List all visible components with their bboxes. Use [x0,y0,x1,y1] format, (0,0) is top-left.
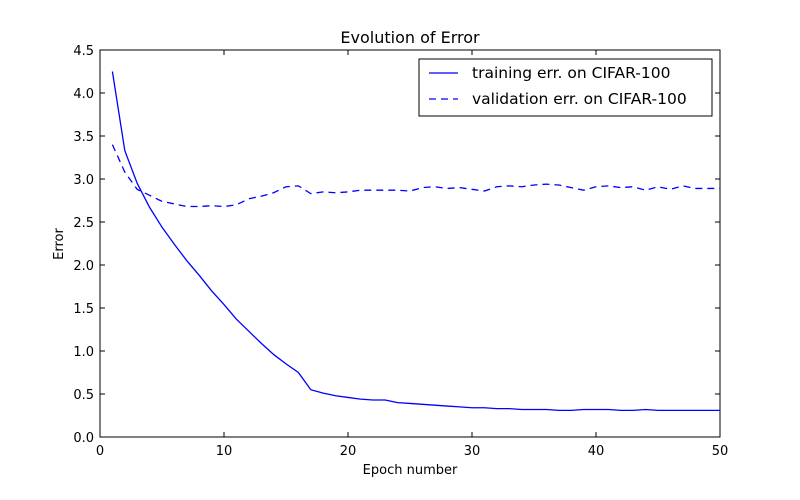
plot-frame [99,49,721,438]
legend-label-validation: validation err. on CIFAR-100 [472,90,687,108]
x-tick-label: 30 [464,444,481,459]
series-line-validation [111,144,720,208]
x-axis-ticks: 0 10 20 30 40 50 [96,50,728,459]
x-tick-label: 50 [712,444,729,459]
y-axis-label: Error [52,228,67,260]
series-layer [111,71,720,411]
x-axis-label: Epoch number [363,463,458,478]
x-tick-label: 0 [96,444,104,459]
x-tick-label: 20 [340,444,357,459]
y-tick-label: 0.0 [73,431,94,446]
legend-box [418,58,713,117]
chart-title: Evolution of Error [340,28,480,47]
y-tick-label: 2.5 [73,216,94,231]
y-tick-label: 4.5 [73,44,94,59]
x-tick-label: 10 [216,444,233,459]
y-tick-label: 3.5 [73,130,94,145]
y-axis-ticks: 0.0 0.5 1.0 1.5 2.0 2.5 3.0 3.5 4.0 4.5 [73,44,720,446]
x-tick-label: 40 [588,444,605,459]
y-tick-label: 4.0 [73,87,94,102]
legend-label-training: training err. on CIFAR-100 [472,64,670,82]
y-tick-label: 1.0 [73,345,94,360]
plot-area: 0 10 20 30 40 50 0.0 0.5 1.0 1.5 2.0 2.5 3.0 3.5 4.0 4… [73,44,728,459]
y-tick-label: 3.0 [73,173,94,188]
legend: training err. on CIFAR-100 validation er… [418,58,713,117]
series-line-training [111,71,720,411]
y-tick-label: 0.5 [73,388,94,403]
y-tick-label: 1.5 [73,302,94,317]
y-tick-label: 2.0 [73,259,94,274]
